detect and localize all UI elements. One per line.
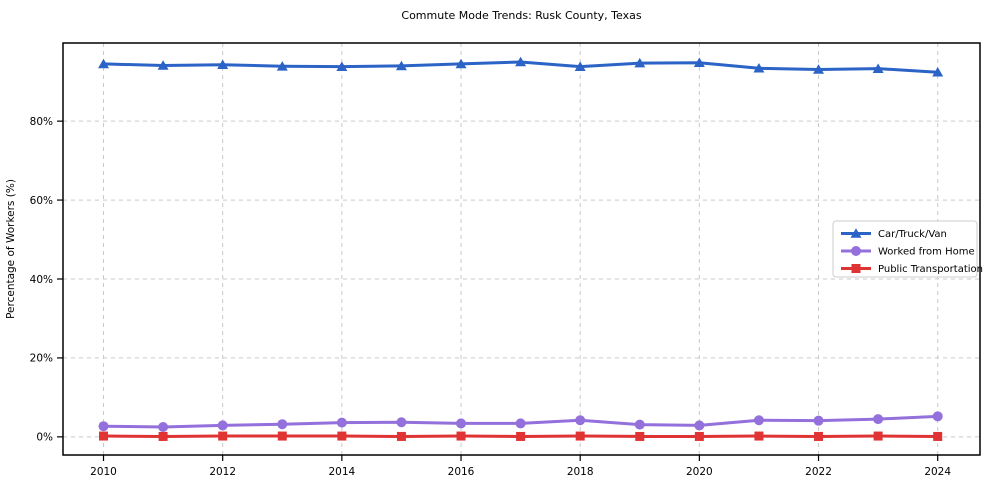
x-tick-label: 2024 <box>924 466 951 478</box>
triangle-marker <box>336 61 348 71</box>
square-marker <box>873 431 883 441</box>
circle-marker <box>851 246 861 256</box>
triangle-marker <box>574 61 586 71</box>
square-marker <box>516 431 526 441</box>
x-tick-label: 2010 <box>90 466 117 478</box>
x-tick-label: 2022 <box>805 466 832 478</box>
x-tick-label: 2018 <box>567 466 594 478</box>
y-tick-label: 80% <box>30 116 53 128</box>
circle-marker <box>575 415 586 426</box>
square-marker <box>99 431 109 441</box>
y-tick-label: 0% <box>36 432 53 444</box>
series-car-truck-van <box>98 56 944 77</box>
triangle-marker <box>634 57 646 68</box>
square-marker <box>337 431 347 441</box>
chart-title: Commute Mode Trends: Rusk County, Texas <box>401 9 641 22</box>
y-axis-label: Percentage of Workers (%) <box>5 179 17 319</box>
circle-marker <box>396 417 407 428</box>
plot-area <box>63 43 980 455</box>
x-tick-label: 2014 <box>328 466 355 478</box>
square-marker <box>396 431 406 441</box>
square-marker <box>754 431 764 441</box>
circle-marker <box>873 414 884 425</box>
triangle-marker <box>850 228 862 238</box>
x-tick-label: 2020 <box>686 466 713 478</box>
legend-label: Worked from Home <box>878 247 975 258</box>
y-tick-label: 20% <box>30 353 53 365</box>
circle-marker <box>456 418 467 429</box>
square-marker <box>694 431 704 441</box>
square-marker <box>277 431 287 441</box>
circle-marker <box>932 411 943 422</box>
square-marker <box>158 431 168 441</box>
triangle-marker <box>98 58 110 69</box>
series-worked-from-home <box>98 411 943 432</box>
circle-marker <box>753 415 764 426</box>
triangle-marker <box>395 60 407 71</box>
triangle-marker <box>753 63 765 73</box>
triangle-marker <box>515 56 527 67</box>
x-tick-label: 2012 <box>209 466 236 478</box>
legend: Car/Truck/Van Worked from Home Public Tran… <box>832 220 983 278</box>
axes-spines <box>62 42 981 456</box>
circle-marker <box>813 415 824 426</box>
circle-marker <box>515 418 526 429</box>
circle-marker <box>277 419 288 430</box>
circle-marker <box>694 420 705 431</box>
triangle-marker <box>813 64 825 74</box>
triangle-marker <box>872 63 884 73</box>
circle-marker <box>634 419 645 430</box>
square-marker <box>575 431 585 441</box>
triangle-marker <box>693 57 705 68</box>
legend-label: Car/Truck/Van <box>878 229 947 240</box>
circle-marker <box>98 421 109 432</box>
square-marker <box>814 431 824 441</box>
triangle-marker <box>276 61 288 71</box>
square-marker <box>218 431 228 441</box>
legend-label: Public Transportation <box>878 264 983 275</box>
circle-marker <box>336 417 347 428</box>
y-tick-label: 40% <box>30 274 53 286</box>
square-marker <box>456 431 466 441</box>
triangle-marker <box>217 59 229 70</box>
square-marker <box>851 264 861 273</box>
square-marker <box>635 431 645 441</box>
series-public-transportation <box>99 431 943 441</box>
circle-marker <box>217 420 228 431</box>
triangle-marker <box>455 58 467 69</box>
triangle-marker <box>932 67 944 77</box>
x-tick-label: 2016 <box>448 466 475 478</box>
square-marker <box>933 431 943 441</box>
circle-marker <box>158 421 169 432</box>
triangle-marker <box>157 60 169 70</box>
y-tick-label: 60% <box>30 195 53 207</box>
